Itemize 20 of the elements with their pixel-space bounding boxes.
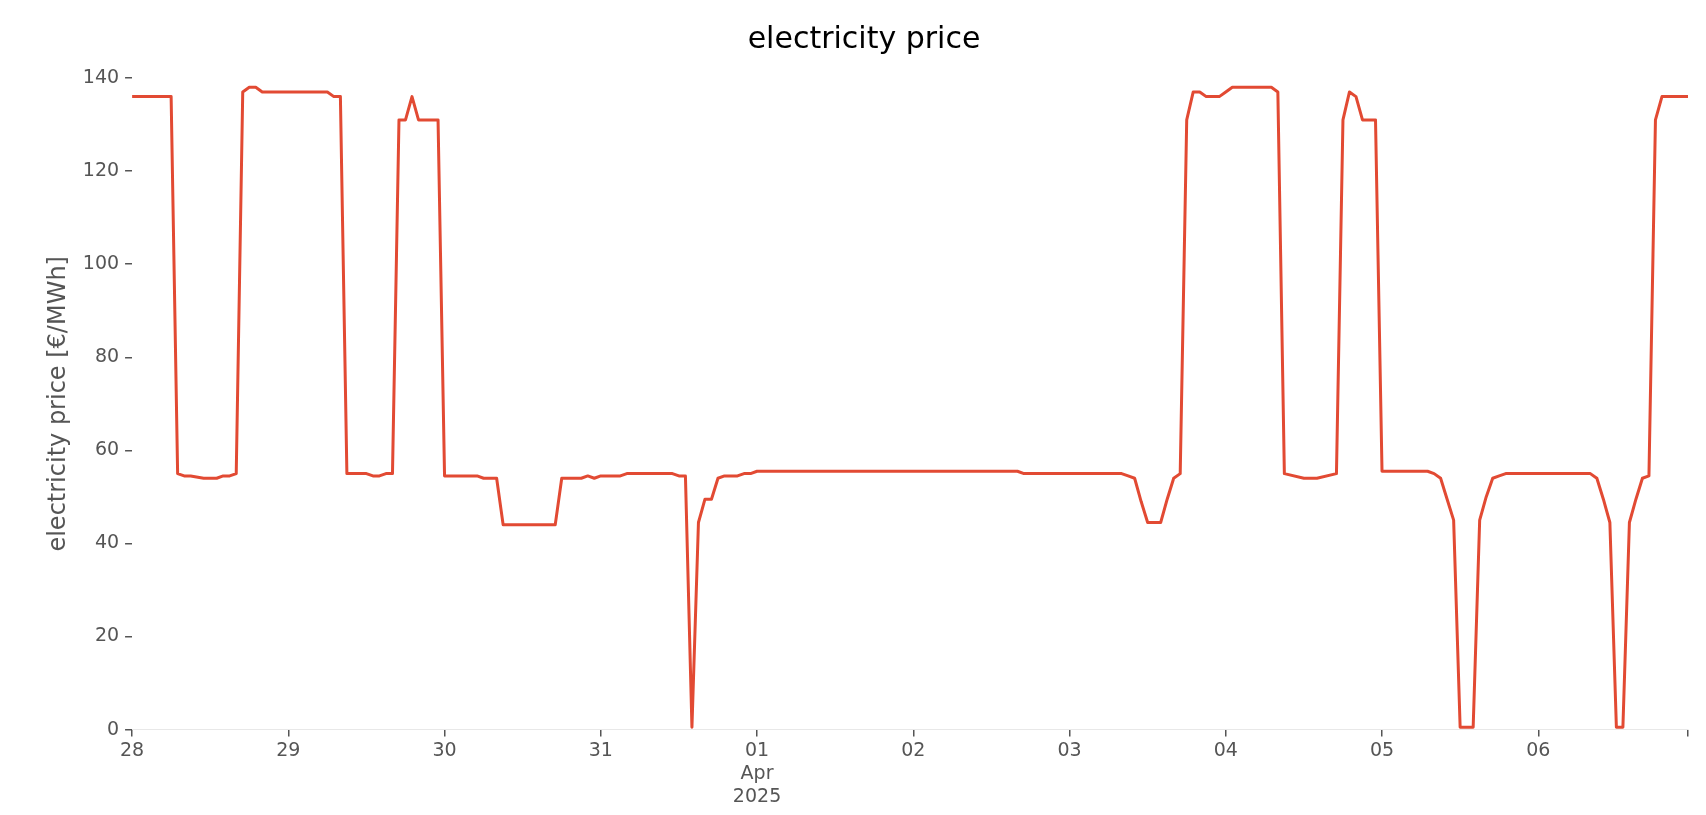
x-tick-label: 02 [901,737,926,760]
y-tick-label: 20 [94,623,120,646]
x-tick-label: 28 [119,737,145,760]
x-tick-label: 03 [1057,737,1082,760]
y-tick-label: 80 [94,344,120,367]
x-tick-label: 01 Apr 2025 [732,737,782,806]
y-tick-label: 140 [82,64,120,87]
x-tick-label: 31 [588,737,613,760]
y-tick-label: 120 [82,158,120,181]
y-tick-label: 40 [94,530,120,553]
x-tick-label: 29 [276,737,301,760]
x-tick-label: 04 [1213,737,1238,760]
y-tick-label: 60 [94,437,120,460]
x-tick-label: 30 [432,737,457,760]
chart-title: electricity price [747,19,981,55]
x-tick-label: 05 [1369,737,1395,760]
y-tick-label: 100 [82,251,120,274]
x-tick-label: 06 [1526,737,1551,760]
y-tick-label: 0 [106,716,120,739]
y-axis-title: electricity price [€/MWh] [42,256,71,552]
